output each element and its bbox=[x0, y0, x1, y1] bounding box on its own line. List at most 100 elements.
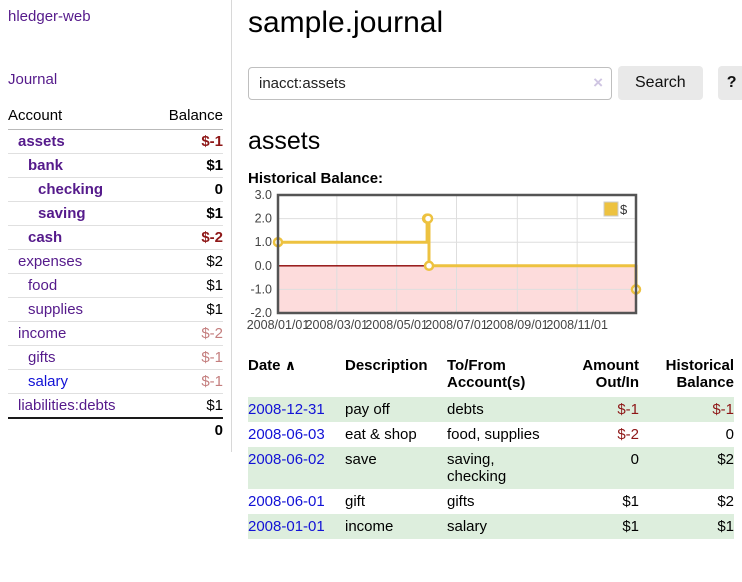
account-row-salary: salary $-1 bbox=[8, 369, 223, 394]
sidebar: hledger-web Journal Account Balance asse… bbox=[0, 0, 232, 452]
transaction-amount: $-1 bbox=[617, 401, 639, 418]
account-row-supplies: supplies $1 bbox=[8, 297, 223, 322]
transaction-date-link[interactable]: 2008-06-02 bbox=[248, 451, 325, 468]
transaction-amount: $1 bbox=[622, 518, 639, 535]
svg-text:2.0: 2.0 bbox=[255, 212, 272, 226]
transactions-table: Date ∧ Description To/From Account(s) Am… bbox=[248, 355, 734, 539]
sort-ascending-icon: ∧ bbox=[284, 357, 297, 373]
column-header-amount: Amount Out/In bbox=[582, 357, 639, 391]
svg-text:1.0: 1.0 bbox=[255, 235, 272, 249]
transaction-balance: $2 bbox=[717, 493, 734, 510]
transaction-description: eat & shop bbox=[345, 426, 417, 443]
account-link-supplies[interactable]: supplies bbox=[28, 301, 84, 318]
account-balance: $-2 bbox=[150, 321, 223, 346]
search-form: × Search ? bbox=[248, 66, 742, 100]
main-content: sample.journal × Search ? assets Histori… bbox=[232, 0, 742, 539]
column-header-accounts: To/From Account(s) bbox=[447, 357, 526, 391]
chart-canvas: $3.0 2.0 1.0 0.0 -1.0 -2.02008/01/012008/03/0… bbox=[247, 188, 642, 332]
sidebar-item-journal[interactable]: Journal bbox=[8, 71, 58, 88]
transaction-row: 2008-12-31 pay off debts $-1 $-1 bbox=[248, 397, 734, 422]
svg-text:0.0: 0.0 bbox=[255, 259, 272, 273]
clear-search-icon[interactable]: × bbox=[593, 72, 603, 92]
account-link-gifts[interactable]: gifts bbox=[28, 349, 56, 366]
account-link-checking[interactable]: checking bbox=[38, 181, 104, 198]
account-link-liabilities-debts[interactable]: liabilities:debts bbox=[18, 397, 116, 414]
accounts-table: Account Balance assets $-1 bank $1 check… bbox=[8, 104, 223, 442]
account-balance: $-1 bbox=[150, 369, 223, 394]
account-row-income: income $-2 bbox=[8, 321, 223, 346]
account-row-assets: assets $-1 bbox=[8, 129, 223, 154]
account-balance: $1 bbox=[150, 393, 223, 419]
svg-text:-2.0: -2.0 bbox=[250, 306, 272, 320]
account-row-cash: cash $-2 bbox=[8, 225, 223, 250]
account-balance: $-1 bbox=[150, 129, 223, 154]
account-balance: $-1 bbox=[150, 345, 223, 370]
account-balance: 0 bbox=[150, 177, 223, 202]
transaction-accounts: food, supplies bbox=[447, 426, 540, 443]
transaction-row: 2008-06-02 save saving, checking 0 $2 bbox=[248, 447, 734, 489]
transaction-date-link[interactable]: 2008-06-03 bbox=[248, 426, 325, 443]
account-link-saving[interactable]: saving bbox=[38, 205, 86, 222]
accounts-total-value: 0 bbox=[150, 417, 223, 442]
transaction-amount: 0 bbox=[630, 451, 639, 468]
transaction-amount: $1 bbox=[622, 493, 639, 510]
transaction-date-link[interactable]: 2008-12-31 bbox=[248, 401, 325, 418]
transaction-accounts: saving, checking bbox=[447, 451, 507, 485]
account-link-expenses[interactable]: expenses bbox=[18, 253, 83, 270]
account-balance: $1 bbox=[150, 297, 223, 322]
transaction-row: 2008-01-01 income salary $1 $1 bbox=[248, 514, 734, 539]
transaction-row: 2008-06-03 eat & shop food, supplies $-2… bbox=[248, 422, 734, 447]
accounts-header-account: Account bbox=[8, 104, 151, 130]
transaction-balance: $1 bbox=[717, 518, 734, 535]
account-balance: $-2 bbox=[150, 225, 223, 250]
svg-text:2008/11/01: 2008/11/01 bbox=[546, 318, 608, 332]
svg-text:$: $ bbox=[620, 202, 628, 217]
account-row-checking: checking 0 bbox=[8, 177, 223, 202]
help-button[interactable]: ? bbox=[717, 66, 742, 100]
svg-text:2008/03/01: 2008/03/01 bbox=[306, 318, 369, 332]
account-link-assets[interactable]: assets bbox=[18, 133, 65, 150]
transaction-date-link[interactable]: 2008-06-01 bbox=[248, 493, 325, 510]
svg-text:2008/01/01: 2008/01/01 bbox=[247, 318, 310, 332]
account-row-gifts: gifts $-1 bbox=[8, 345, 223, 370]
transaction-description: save bbox=[345, 451, 377, 468]
accounts-header-balance: Balance bbox=[150, 104, 223, 130]
account-link-food[interactable]: food bbox=[28, 277, 58, 294]
account-row-bank: bank $1 bbox=[8, 153, 223, 178]
transaction-description: gift bbox=[345, 493, 366, 510]
transaction-accounts: gifts bbox=[447, 493, 475, 510]
transaction-balance: $2 bbox=[717, 451, 734, 468]
svg-text:-1.0: -1.0 bbox=[250, 282, 272, 296]
account-balance: $2 bbox=[150, 249, 223, 274]
svg-text:2008/07/01: 2008/07/01 bbox=[425, 318, 488, 332]
svg-text:3.0: 3.0 bbox=[255, 188, 272, 202]
account-link-bank[interactable]: bank bbox=[28, 157, 64, 174]
transaction-date-link[interactable]: 2008-01-01 bbox=[248, 518, 325, 535]
svg-text:2008/09/01: 2008/09/01 bbox=[486, 318, 549, 332]
transaction-amount: $-2 bbox=[617, 426, 639, 443]
search-button[interactable]: Search bbox=[618, 66, 703, 100]
transaction-description: income bbox=[345, 518, 394, 535]
page-title: sample.journal bbox=[248, 6, 444, 39]
account-heading: assets bbox=[248, 127, 321, 155]
column-header-date[interactable]: Date ∧ bbox=[248, 357, 297, 374]
account-row-liabilities-debts: liabilities:debts $1 bbox=[8, 393, 223, 419]
historical-balance-chart: $3.0 2.0 1.0 0.0 -1.0 -2.0 2008/01/01 2008/03/0… bbox=[247, 188, 742, 337]
account-row-saving: saving $1 bbox=[8, 201, 223, 226]
transaction-balance: 0 bbox=[725, 426, 734, 443]
account-link-cash[interactable]: cash bbox=[28, 229, 63, 246]
account-row-expenses: expenses $2 bbox=[8, 249, 223, 274]
chart-title: Historical Balance: bbox=[248, 170, 384, 187]
search-input[interactable] bbox=[248, 66, 612, 100]
transaction-balance: $-1 bbox=[712, 401, 734, 418]
transaction-row: 2008-06-01 gift gifts $1 $2 bbox=[248, 489, 734, 514]
transaction-description: pay off bbox=[345, 401, 390, 418]
account-link-income[interactable]: income bbox=[18, 325, 67, 342]
accounts-total-row: 0 bbox=[8, 417, 223, 442]
app-title-link[interactable]: hledger-web bbox=[8, 8, 91, 25]
transaction-accounts: debts bbox=[447, 401, 484, 418]
transaction-accounts: salary bbox=[447, 518, 488, 535]
account-link-salary[interactable]: salary bbox=[28, 373, 69, 390]
column-header-balance: Historical Balance bbox=[665, 357, 734, 391]
